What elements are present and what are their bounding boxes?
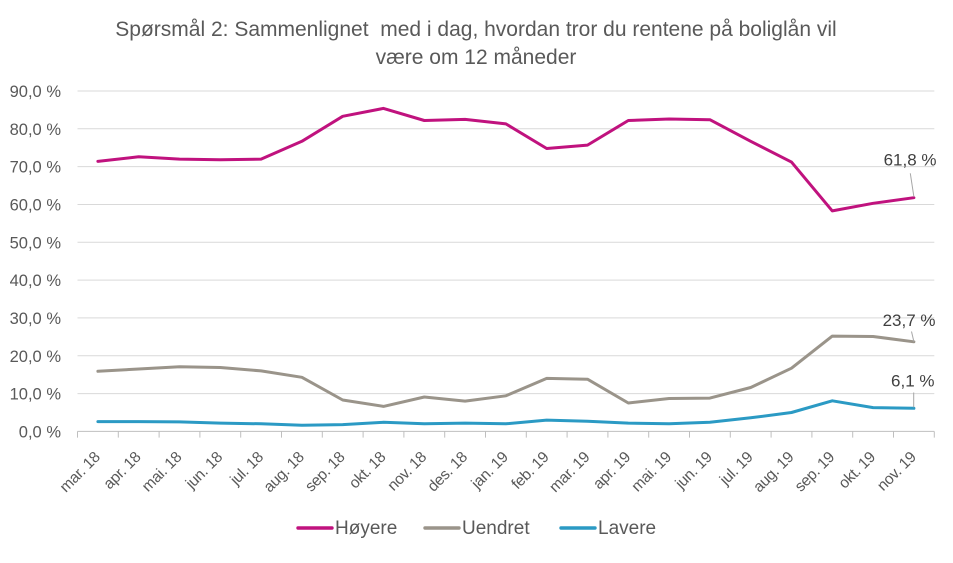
svg-text:10,0 %: 10,0 % xyxy=(10,386,62,404)
svg-text:20,0 %: 20,0 % xyxy=(10,348,62,366)
svg-text:0,0 %: 0,0 % xyxy=(19,423,62,441)
svg-text:30,0 %: 30,0 % xyxy=(10,310,62,328)
svg-text:70,0 %: 70,0 % xyxy=(10,159,62,177)
svg-text:Spørsmål 2: Sammenlignet med: Spørsmål 2: Sammenlignet med i dag, hvor… xyxy=(115,18,836,41)
svg-text:61,8 %: 61,8 % xyxy=(884,151,937,170)
svg-text:6,1 %: 6,1 % xyxy=(891,372,934,391)
svg-text:40,0 %: 40,0 % xyxy=(10,272,62,290)
svg-text:være om 12 måneder: være om 12 måneder xyxy=(376,46,577,69)
svg-text:23,7 %: 23,7 % xyxy=(883,311,936,330)
svg-text:90,0 %: 90,0 % xyxy=(10,83,62,101)
svg-text:Uendret: Uendret xyxy=(462,518,530,539)
svg-text:50,0 %: 50,0 % xyxy=(10,234,62,252)
svg-text:80,0 %: 80,0 % xyxy=(10,121,62,139)
svg-text:Høyere: Høyere xyxy=(335,518,397,539)
svg-text:Lavere: Lavere xyxy=(598,518,656,539)
svg-text:60,0 %: 60,0 % xyxy=(10,197,62,215)
